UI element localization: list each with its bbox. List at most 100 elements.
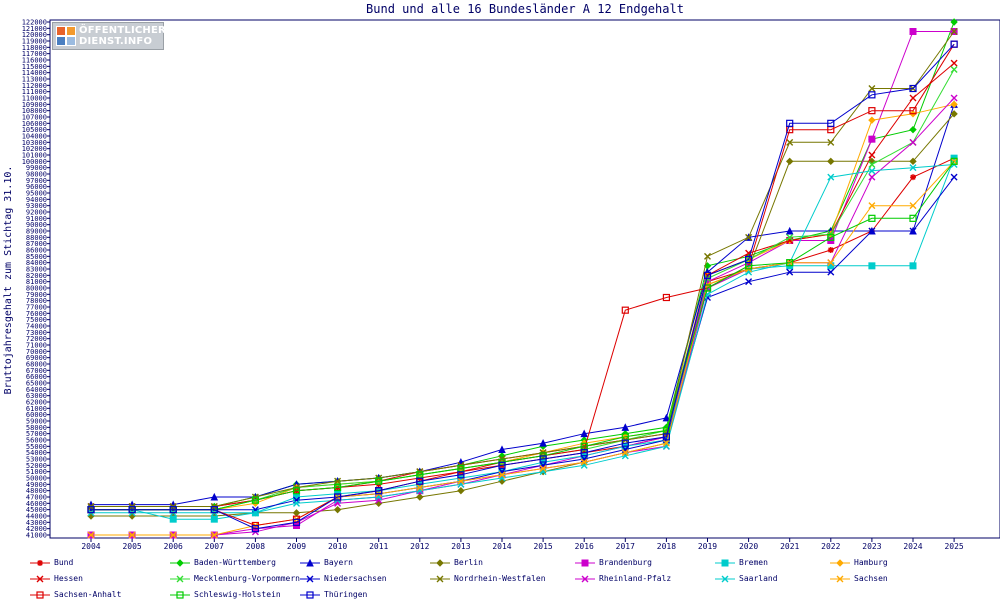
data-point	[662, 293, 671, 302]
y-tick-label: 50000	[26, 475, 47, 483]
x-tick-label: 2018	[657, 542, 676, 551]
y-tick-label: 44000	[26, 513, 47, 521]
legend-label: Hamburg	[854, 558, 888, 567]
legend-label: Baden-Württemberg	[194, 558, 276, 567]
y-tick-label: 56000	[26, 437, 47, 445]
y-tick-label: 41000	[26, 532, 47, 540]
data-point	[909, 202, 917, 210]
data-point	[662, 433, 671, 441]
data-point	[950, 66, 958, 73]
y-tick-label: 74000	[26, 323, 47, 331]
data-point	[909, 164, 917, 172]
legend-swatch	[300, 575, 320, 583]
legend-label: Sachsen-Anhalt	[54, 590, 122, 599]
y-tick-label: 63000	[26, 392, 47, 400]
data-point	[827, 247, 834, 253]
legend-label: Saarland	[739, 574, 778, 583]
series-line	[91, 164, 955, 514]
legend-marker	[37, 560, 43, 566]
y-tick-label: 97000	[26, 177, 47, 185]
y-tick-label: 104000	[22, 133, 47, 141]
y-tick-label: 86000	[26, 247, 47, 255]
legend-marker	[176, 591, 184, 599]
y-tick-label: 48000	[26, 487, 47, 495]
data-point	[909, 107, 917, 115]
y-tick-label: 95000	[26, 190, 47, 198]
legend-swatch	[430, 575, 450, 583]
series-7	[87, 59, 958, 510]
y-tick-label: 84000	[26, 259, 47, 267]
x-tick-label: 2008	[246, 542, 265, 551]
series-2	[87, 100, 958, 509]
data-point	[457, 471, 465, 479]
series-line	[91, 31, 955, 536]
data-point	[827, 157, 835, 166]
y-tick-label: 116000	[22, 57, 47, 65]
data-point	[251, 496, 259, 504]
data-point	[334, 483, 342, 492]
series-1	[87, 18, 958, 511]
data-point	[539, 439, 547, 447]
y-tick-label: 42000	[26, 525, 47, 533]
data-point	[498, 461, 506, 469]
legend-label: Nordrhein-Westfalen	[454, 574, 546, 583]
y-tick-label: 100000	[22, 158, 47, 166]
x-tick-label: 2004	[81, 542, 100, 551]
data-point	[744, 255, 753, 264]
data-point	[292, 487, 301, 495]
data-point	[621, 423, 630, 431]
legend-marker	[721, 575, 729, 583]
legend-swatch	[830, 559, 850, 567]
y-tick-label: 102000	[22, 145, 47, 153]
data-point	[374, 499, 383, 508]
x-tick-label: 2007	[205, 542, 224, 551]
legend-label: Bayern	[324, 558, 353, 567]
data-point	[827, 119, 835, 127]
logo-text-line1: ÖFFENTLICHER	[79, 25, 166, 36]
y-tick-label: 62000	[26, 399, 47, 407]
data-point	[210, 506, 218, 514]
data-point	[498, 477, 506, 485]
data-point	[334, 477, 342, 485]
data-point	[457, 477, 465, 485]
data-point	[868, 151, 876, 159]
data-point	[457, 486, 465, 495]
legend-swatch	[575, 575, 595, 583]
y-tick-label: 67000	[26, 367, 47, 375]
legend-marker	[721, 559, 729, 567]
data-point	[950, 40, 958, 48]
y-tick-label: 53000	[26, 456, 47, 464]
data-point	[87, 512, 95, 520]
series-layer	[87, 18, 958, 539]
y-tick-label: 82000	[26, 272, 47, 280]
x-tick-label: 2024	[903, 542, 922, 551]
legend-swatch	[30, 560, 50, 566]
y-tick-label: 77000	[26, 304, 47, 312]
y-tick-label: 87000	[26, 240, 47, 248]
legend-marker	[581, 575, 589, 583]
data-point	[868, 173, 876, 181]
data-point	[498, 452, 506, 460]
y-tick-label: 65000	[26, 380, 47, 388]
data-point	[457, 458, 465, 466]
y-tick-label: 70000	[26, 348, 47, 356]
data-point	[210, 531, 218, 539]
data-point	[786, 138, 794, 146]
series-line	[91, 43, 955, 527]
y-tick-label: 47000	[26, 494, 47, 502]
legend-label: Berlin	[454, 558, 483, 567]
data-point	[786, 119, 794, 127]
series-line	[91, 176, 955, 511]
data-point	[580, 429, 589, 438]
x-tick-label: 2016	[575, 542, 594, 551]
data-point	[375, 477, 383, 485]
legend-label: Sachsen	[854, 574, 888, 583]
y-tick-label: 120000	[22, 31, 47, 39]
data-point	[745, 233, 753, 241]
x-tick-label: 2010	[328, 542, 347, 551]
data-point	[950, 59, 958, 67]
legend-label: Thüringen	[324, 590, 368, 599]
x-tick-label: 2019	[698, 542, 717, 551]
data-point	[704, 252, 711, 260]
legend-marker	[581, 559, 589, 567]
